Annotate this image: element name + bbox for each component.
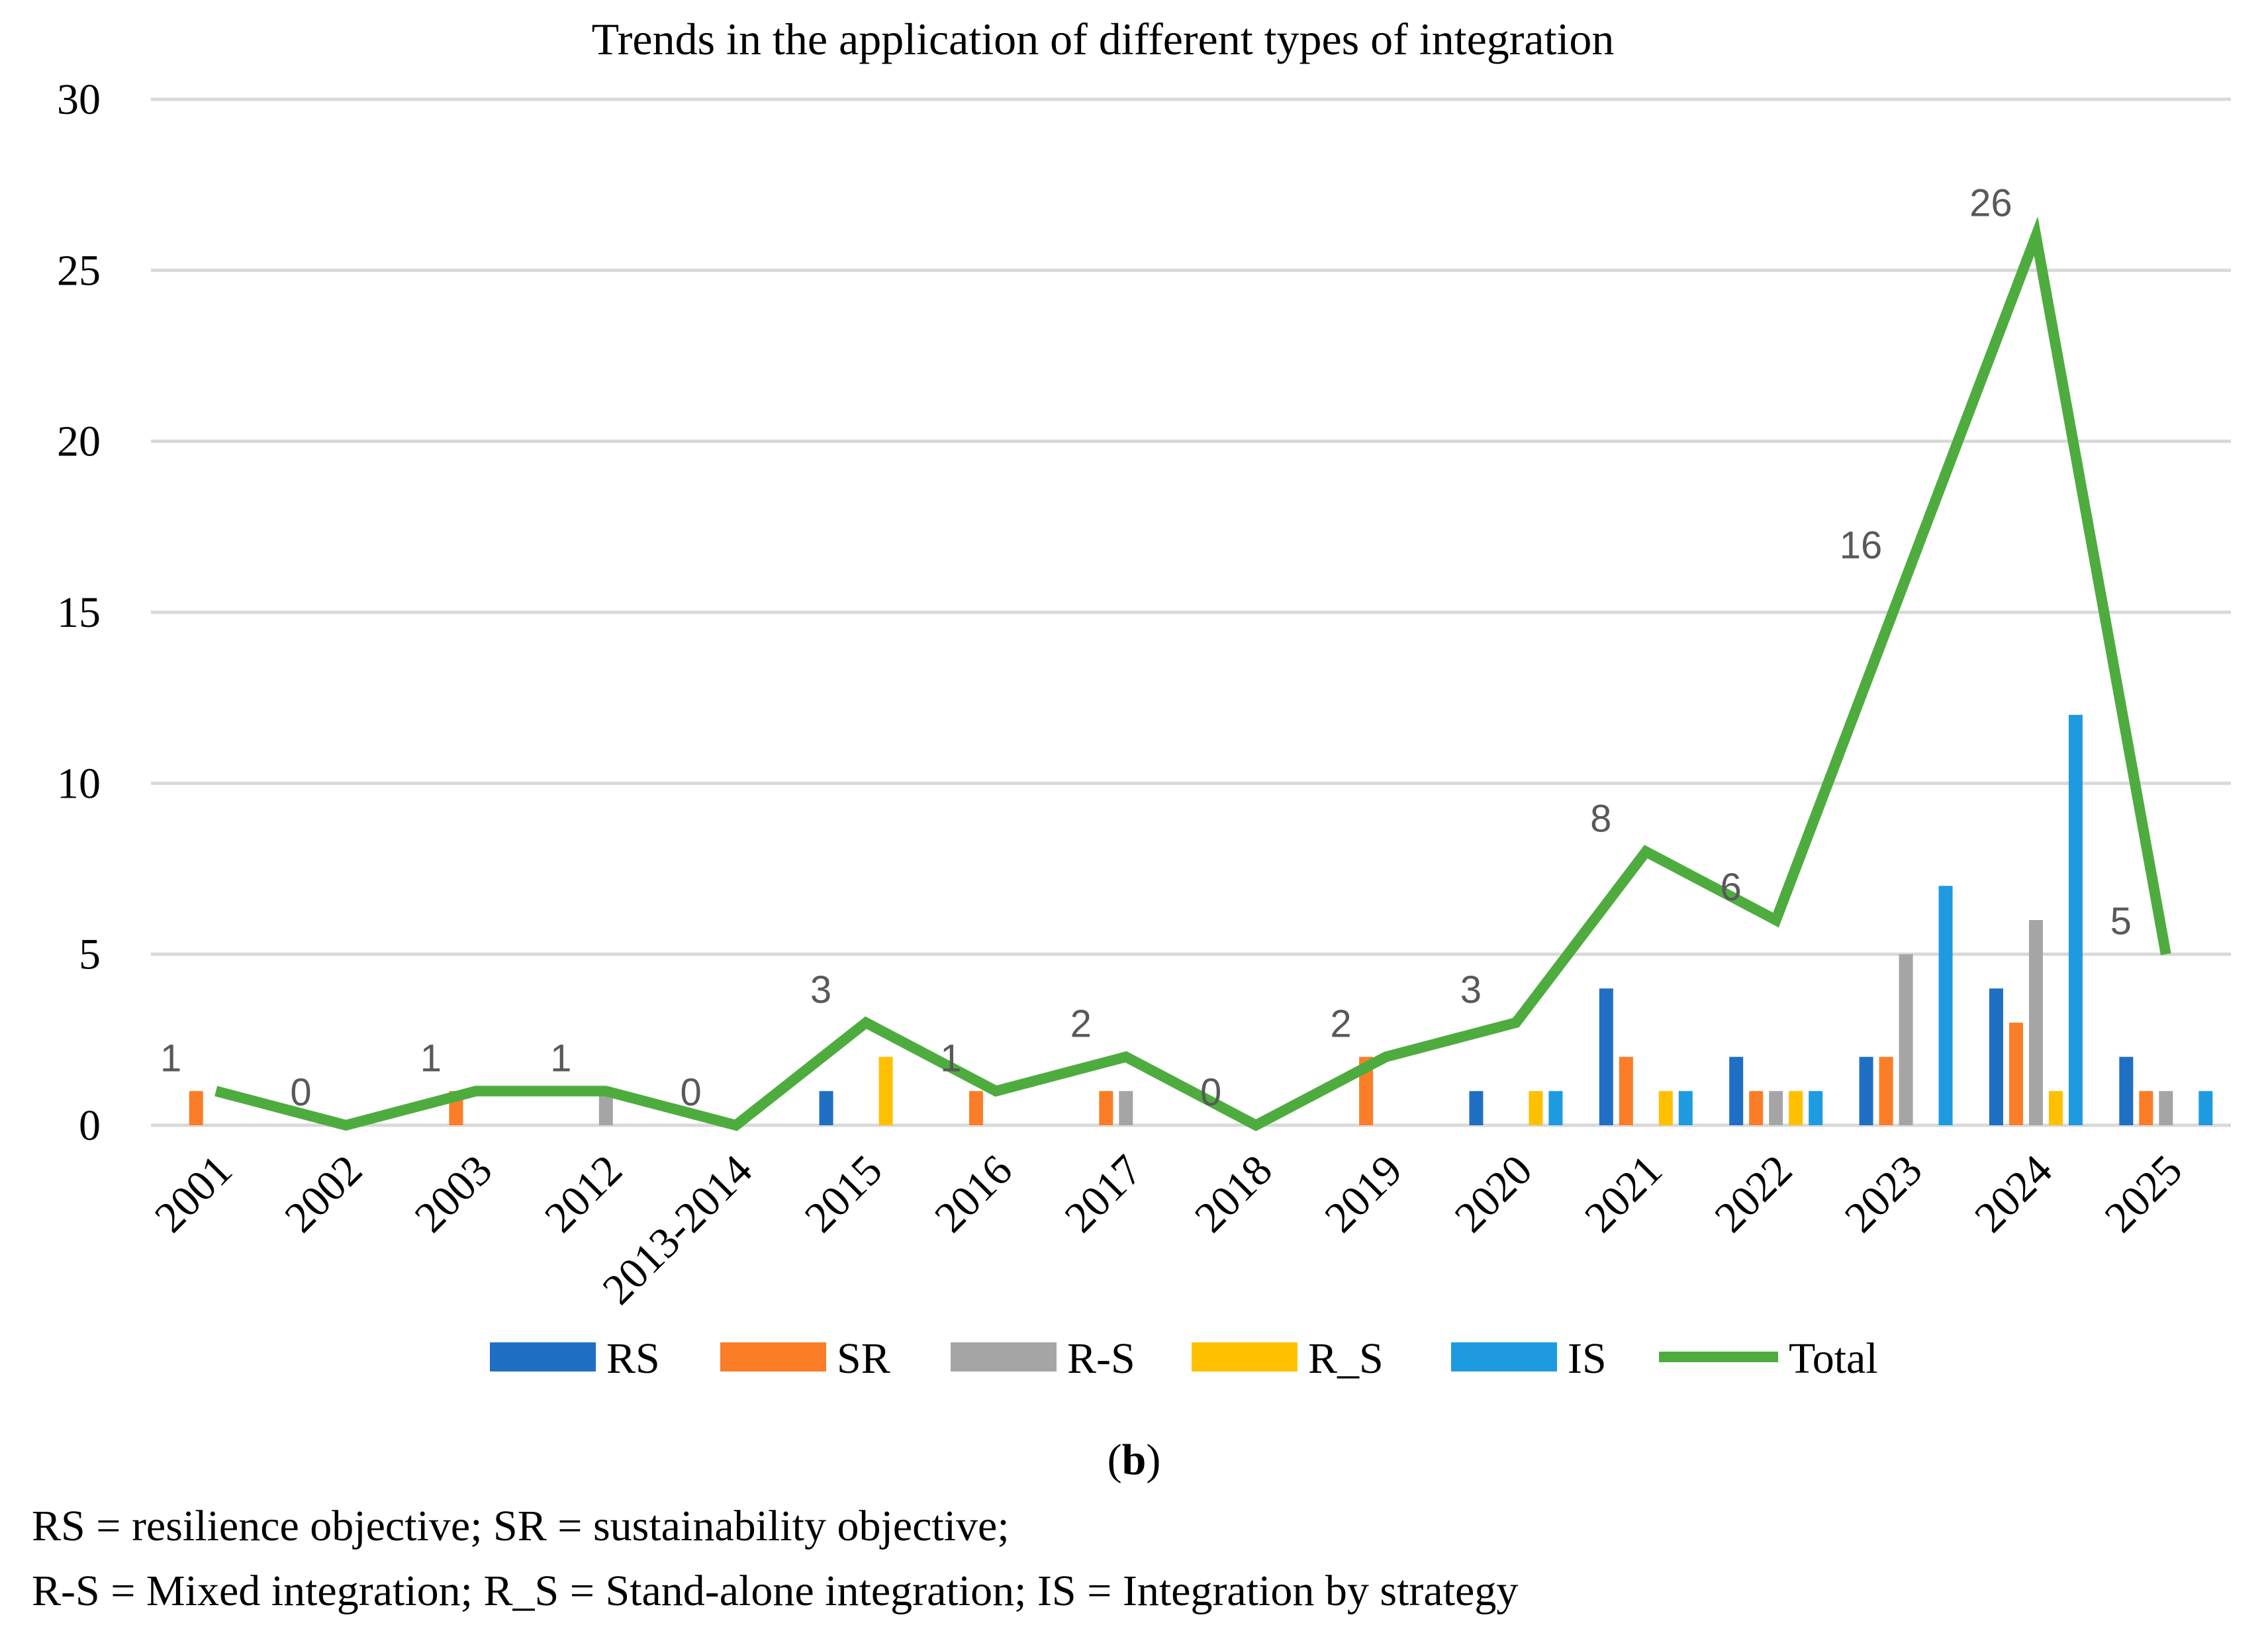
- figure-label-letter: b: [1121, 1436, 1147, 1484]
- bar-R_S-2020: [1529, 1091, 1543, 1125]
- total-label-2012: 1: [550, 1037, 571, 1080]
- x-tick-label-2019: 2019: [1315, 1146, 1411, 1242]
- x-tick-label-2022: 2022: [1705, 1146, 1801, 1242]
- x-tick-label-2024: 2024: [1965, 1146, 2061, 1242]
- bar-R_S-2021: [1658, 1091, 1673, 1125]
- total-line: [214, 216, 2171, 1132]
- total-label-2021: 8: [1590, 798, 1611, 841]
- bar-RS-2024: [1989, 988, 2003, 1125]
- bar-RS-2020: [1469, 1091, 1484, 1125]
- legend-swatch-R-S: [951, 1342, 1057, 1371]
- bar-IS-2023: [1938, 886, 1953, 1125]
- legend-swatch-IS: [1451, 1342, 1557, 1371]
- bar-R-S-2024: [2028, 920, 2043, 1125]
- bars: [189, 715, 2213, 1125]
- caption-line-1: RS = resilience objective; SR = sustaina…: [32, 1502, 1010, 1550]
- total-label-2002: 0: [290, 1071, 311, 1114]
- bar-SR-2016: [969, 1091, 983, 1125]
- x-tick-label-2021: 2021: [1576, 1146, 1672, 1242]
- total-label-2015: 3: [810, 968, 831, 1011]
- bar-R_S-2024: [2048, 1091, 2063, 1125]
- bar-SR-2024: [2008, 1023, 2023, 1125]
- y-tick-label-5: 5: [79, 931, 101, 979]
- legend-label-RS: RS: [606, 1334, 660, 1383]
- total-label-2003: 1: [420, 1037, 442, 1080]
- y-tick-label-20: 20: [57, 418, 101, 466]
- bar-SR-2022: [1749, 1091, 1764, 1125]
- bar-IS-2022: [1809, 1091, 1823, 1125]
- x-tick-label-2015: 2015: [796, 1146, 892, 1242]
- y-tick-label-30: 30: [57, 75, 101, 124]
- bar-R-S-2012: [598, 1091, 613, 1125]
- bar-RS-2023: [1859, 1056, 1873, 1125]
- total-label-2019: 2: [1330, 1003, 1351, 1046]
- x-tick-label-2012: 2012: [536, 1146, 632, 1242]
- total-label-2017: 2: [1070, 1003, 1092, 1046]
- bar-RS-2015: [819, 1091, 833, 1125]
- bar-R_S-2015: [878, 1056, 893, 1125]
- bar-R_S-2022: [1789, 1091, 1803, 1125]
- bar-IS-2024: [2068, 715, 2083, 1125]
- legend-label-R-S: R-S: [1067, 1334, 1135, 1383]
- total-label-2013-2014: 0: [681, 1071, 702, 1114]
- legend-swatch-RS: [490, 1342, 596, 1371]
- y-tick-label-15: 15: [57, 588, 101, 637]
- bar-SR-2023: [1879, 1056, 1893, 1125]
- legend-label-Total: Total: [1789, 1334, 1878, 1383]
- legend-swatch-SR: [720, 1342, 826, 1371]
- y-axis-tick-labels: 0 5 10 15 20 25 30: [57, 75, 101, 1150]
- bar-SR-2017: [1099, 1091, 1113, 1125]
- bar-R-S-2017: [1119, 1091, 1133, 1125]
- total-line-group: [214, 216, 2171, 1132]
- chart-title: Trends in the application of different t…: [592, 14, 1615, 64]
- bar-SR-2025: [2139, 1091, 2153, 1125]
- x-tick-label-2002: 2002: [275, 1146, 371, 1242]
- legend-swatch-R_S: [1192, 1342, 1298, 1371]
- total-label-2016: 1: [940, 1037, 961, 1080]
- bar-IS-2021: [1678, 1091, 1693, 1125]
- caption-line-2: R-S = Mixed integration; R_S = Stand-alo…: [32, 1567, 1519, 1615]
- total-data-labels: 1 0 1 1 0 3 1 2 0 2 3 8 6 16 26 5: [160, 182, 2132, 1114]
- x-tick-label-2016: 2016: [925, 1146, 1021, 1242]
- bar-R-S-2025: [2159, 1091, 2173, 1125]
- total-label-2001: 1: [160, 1037, 181, 1080]
- x-tick-label-2018: 2018: [1186, 1146, 1282, 1242]
- figure-label: (b): [1107, 1436, 1161, 1484]
- bar-IS-2025: [2198, 1091, 2213, 1125]
- bar-R-S-2022: [1769, 1091, 1783, 1125]
- bar-SR-2001: [189, 1091, 203, 1125]
- x-tick-label-2003: 2003: [406, 1146, 502, 1242]
- bar-IS-2020: [1548, 1091, 1563, 1125]
- total-label-2020: 3: [1460, 968, 1482, 1011]
- total-label-2023: 16: [1840, 524, 1883, 567]
- x-tick-label-2017: 2017: [1055, 1146, 1151, 1242]
- total-label-2024: 26: [1969, 182, 2012, 225]
- legend: RS SR R-S R_S IS Total: [490, 1334, 1878, 1383]
- legend-label-R_S: R_S: [1308, 1334, 1384, 1383]
- total-label-2025: 5: [2110, 900, 2132, 943]
- x-tick-label-2023: 2023: [1836, 1146, 1932, 1242]
- legend-label-IS: IS: [1568, 1334, 1607, 1383]
- x-tick-label-2025: 2025: [2095, 1146, 2191, 1242]
- bar-RS-2025: [2119, 1056, 2134, 1125]
- y-tick-label-0: 0: [79, 1101, 101, 1150]
- total-label-2022: 6: [1721, 866, 1742, 909]
- legend-label-SR: SR: [837, 1334, 890, 1383]
- x-tick-label-2020: 2020: [1446, 1146, 1542, 1242]
- gridlines: [151, 97, 2231, 1127]
- y-tick-label-25: 25: [57, 246, 101, 295]
- bar-RS-2021: [1599, 988, 1613, 1125]
- x-tick-label-2001: 2001: [146, 1146, 242, 1242]
- total-label-2018: 0: [1200, 1071, 1221, 1114]
- y-tick-label-10: 10: [57, 759, 101, 808]
- bar-SR-2021: [1619, 1056, 1633, 1125]
- bar-RS-2022: [1729, 1056, 1744, 1125]
- bar-R-S-2023: [1899, 954, 1913, 1125]
